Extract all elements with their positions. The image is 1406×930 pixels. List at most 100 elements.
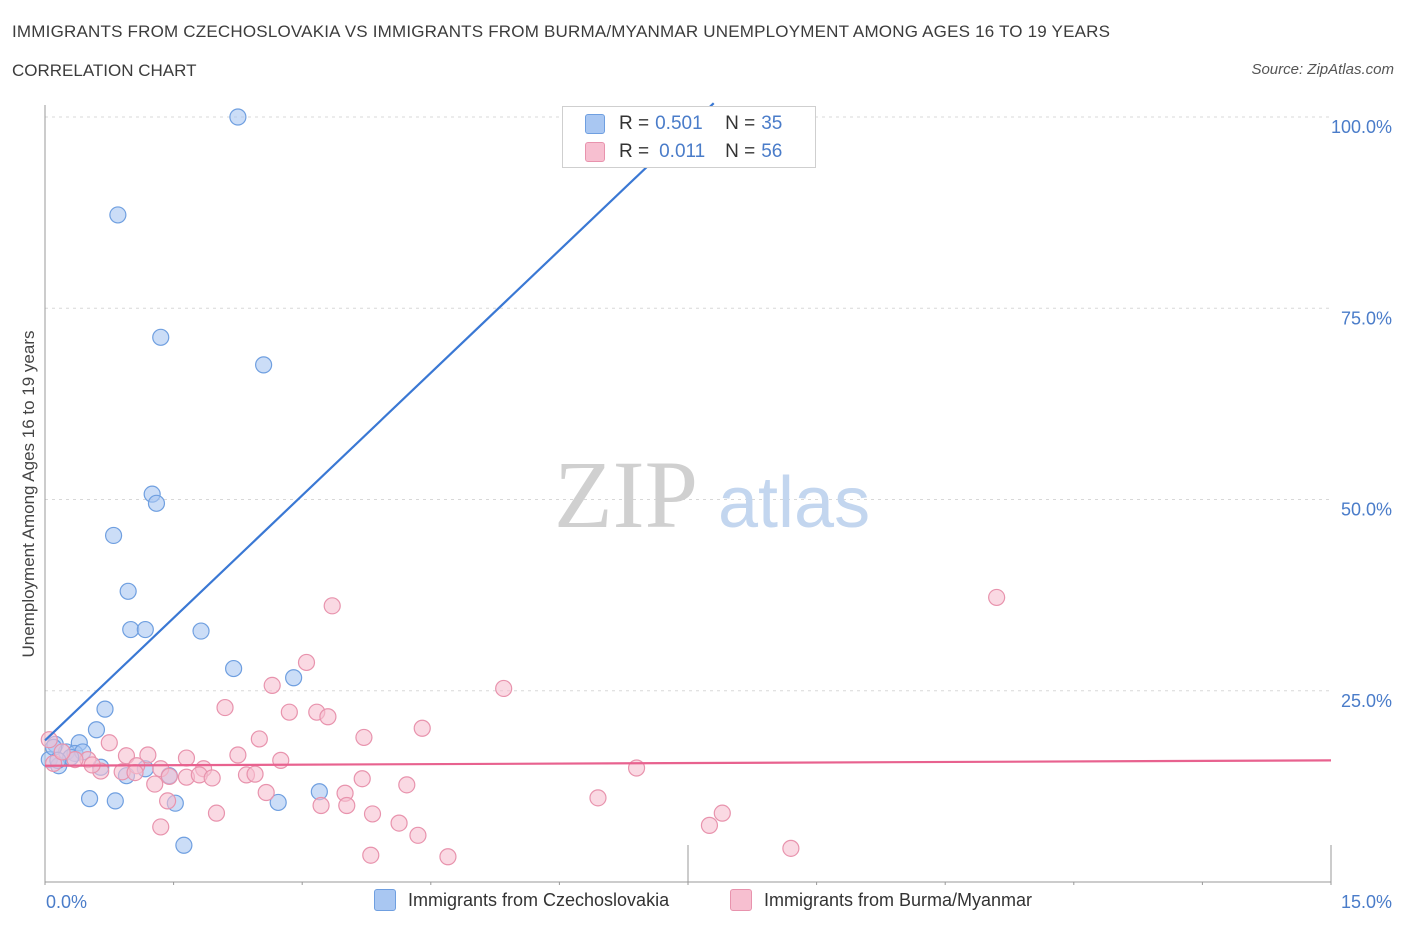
point-czechoslovakia — [96, 700, 114, 718]
grid-lines — [45, 116, 1331, 692]
watermark-zip: ZIP — [554, 441, 698, 548]
bottom-legend-label: Immigrants from Burma/Myanmar — [764, 889, 1033, 910]
point-burma — [338, 796, 356, 815]
x-tick-label: 15.0% — [1341, 892, 1392, 912]
point-burma — [312, 796, 330, 815]
point-czechoslovakia — [106, 792, 124, 810]
point-burma — [353, 770, 371, 788]
point-czechoslovakia — [136, 620, 154, 639]
point-burma — [117, 747, 136, 765]
point-czechoslovakia — [229, 108, 247, 126]
point-burma — [323, 597, 341, 615]
watermark-atlas: atlas — [718, 463, 870, 543]
point-burma — [139, 746, 157, 764]
point-burma — [297, 653, 316, 672]
point-burma — [160, 767, 178, 786]
legend-swatch-pink — [585, 142, 605, 162]
point-czechoslovakia — [255, 356, 273, 374]
point-burma — [263, 676, 281, 694]
legend-n-value: 56 — [761, 141, 783, 162]
point-burma — [53, 743, 71, 761]
point-czechoslovakia — [80, 790, 99, 808]
legend-n-label: N = — [725, 141, 756, 162]
point-burma — [700, 816, 719, 834]
correlation-legend: R = 0.501 N = 35 R = 0.011 N = 56 — [562, 106, 816, 168]
point-czechoslovakia — [192, 622, 210, 640]
trend-line-czechoslovakia — [44, 102, 715, 742]
point-czechoslovakia — [225, 659, 243, 678]
y-axis-label: Unemployment Among Ages 16 to 19 years — [19, 331, 38, 658]
point-czechoslovakia — [152, 328, 170, 346]
point-burma — [355, 728, 373, 747]
bottom-legend-swatch-blue — [374, 889, 396, 911]
point-czechoslovakia — [147, 494, 166, 512]
point-burma — [229, 746, 247, 764]
point-czechoslovakia — [285, 669, 303, 687]
point-czechoslovakia — [119, 582, 137, 600]
point-burma — [363, 805, 382, 823]
trend-lines — [44, 102, 1332, 767]
point-czechoslovakia — [269, 793, 287, 812]
legend-swatch-blue — [585, 114, 605, 134]
y-tick-label: 75.0% — [1341, 308, 1392, 328]
bottom-legend-burma: Immigrants from Burma/Myanmar — [730, 889, 1032, 911]
point-burma — [216, 698, 234, 717]
point-burma — [152, 818, 170, 836]
point-burma — [988, 588, 1006, 607]
point-burma — [495, 679, 513, 698]
point-burma — [44, 754, 63, 773]
point-burma — [100, 734, 118, 752]
point-burma — [782, 839, 800, 857]
point-burma — [319, 708, 337, 726]
point-burma — [713, 804, 731, 822]
point-czechoslovakia — [87, 721, 106, 739]
y-tick-label: 50.0% — [1341, 500, 1392, 520]
point-burma — [158, 792, 177, 810]
y-tick-label: 100.0% — [1331, 117, 1392, 137]
legend-r-value: 0.501 — [655, 113, 703, 134]
point-burma — [413, 719, 431, 737]
y-tick-label: 25.0% — [1341, 691, 1392, 711]
point-burma — [126, 764, 144, 782]
point-burma — [257, 783, 275, 802]
point-czechoslovakia — [104, 526, 123, 545]
point-burma — [146, 775, 164, 793]
legend-r-value: 0.011 — [659, 141, 706, 162]
point-burma — [589, 789, 607, 807]
point-burma — [409, 826, 427, 844]
point-burma — [398, 776, 416, 794]
bottom-legend-swatch-pink — [730, 889, 752, 911]
point-czechoslovakia — [122, 620, 140, 639]
point-burma — [439, 848, 457, 866]
legend-n-label: N = — [725, 113, 756, 134]
point-burma — [272, 751, 290, 769]
bottom-legend-label: Immigrants from Czechoslovakia — [408, 889, 670, 910]
chart-title: IMMIGRANTS FROM CZECHOSLOVAKIA VS IMMIGR… — [12, 22, 1111, 41]
x-tick-label: 0.0% — [46, 892, 87, 912]
legend-r-label: R = — [619, 141, 650, 162]
legend-row-burma: R = 0.011 N = 56 — [585, 139, 782, 165]
point-burma — [203, 769, 221, 787]
point-burma — [390, 814, 408, 832]
point-burma — [207, 804, 226, 822]
point-burma — [362, 846, 380, 864]
point-burma — [40, 731, 58, 749]
bottom-legend-czechoslovakia: Immigrants from Czechoslovakia — [374, 889, 669, 911]
legend-r-label: R = — [619, 113, 650, 134]
point-burma — [177, 749, 196, 767]
watermark: ZIP atlas — [554, 441, 870, 548]
data-points — [40, 108, 1006, 866]
point-burma — [250, 730, 268, 748]
legend-n-value: 35 — [761, 113, 783, 134]
legend-row-czechoslovakia: R = 0.501 N = 35 — [585, 111, 782, 137]
point-burma — [66, 750, 84, 769]
point-burma — [280, 703, 298, 721]
trend-line-burma — [44, 759, 1332, 767]
point-czechoslovakia — [109, 206, 127, 224]
chart-subtitle: CORRELATION CHART — [12, 61, 197, 80]
source-label: Source: ZipAtlas.com — [1251, 61, 1394, 78]
tick-labels: 25.0% 50.0% 75.0% 100.0% 0.0% 15.0% — [46, 117, 1392, 912]
point-burma — [246, 765, 264, 783]
point-czechoslovakia — [175, 836, 193, 854]
